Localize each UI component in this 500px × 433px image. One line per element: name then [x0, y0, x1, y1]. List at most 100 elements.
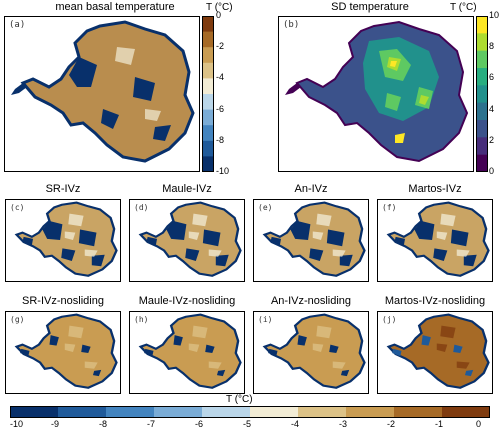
- colorbar-tick-label: 0: [489, 166, 495, 176]
- antarctica-basal-temperature: [14, 201, 118, 277]
- small-panel-label: (c): [10, 203, 25, 212]
- small-panel-map: (f): [377, 199, 493, 282]
- colorbar-swatch: [202, 94, 214, 111]
- cold-region-patches: [270, 221, 353, 267]
- small-panel-title: SR-IVz-nosliding: [22, 295, 104, 307]
- colorbar-tick-label: 10: [489, 10, 500, 20]
- antarctica-basal-temperature: [138, 313, 242, 389]
- colorbar-tick-label: 2: [489, 134, 495, 145]
- colorbar-tick-label: -10: [10, 419, 24, 429]
- colorbar-tick-label: -2: [387, 419, 396, 429]
- small-panel-label: (g): [10, 315, 25, 324]
- colorbar-swatch: [476, 16, 488, 34]
- small-panel-title: SR-IVz: [45, 183, 81, 195]
- ice-sheet-outline: [386, 201, 490, 277]
- colorbar-swatch: [154, 406, 203, 418]
- panel-b-label: (b): [283, 20, 300, 30]
- cold-region-patches: [146, 221, 229, 267]
- panel-a-map: (a): [4, 16, 200, 172]
- small-panel-label: (h): [134, 315, 149, 324]
- small-panel-map: (c): [5, 199, 121, 282]
- colorbar-swatch: [202, 156, 214, 172]
- colorbar-tick-label: -4: [291, 419, 300, 429]
- ice-sheet-outline: [138, 313, 242, 389]
- colorbar-border: [10, 406, 490, 418]
- panel-b-colorbar: [476, 16, 488, 172]
- colorbar-tick-label: -9: [51, 419, 60, 429]
- ice-sheet-outline: [262, 313, 366, 389]
- small-panel-label: (d): [134, 203, 149, 212]
- colorbar-tick-label: -7: [147, 419, 156, 429]
- ice-sheet-outline: [138, 201, 242, 277]
- warm-region-patches: [312, 325, 346, 369]
- small-panel-label: (e): [258, 203, 273, 212]
- colorbar-tick-label: -5: [243, 419, 252, 429]
- colorbar-swatch: [106, 406, 155, 418]
- colorbar-swatch: [476, 33, 488, 52]
- colorbar-tick-label: 6: [489, 72, 495, 83]
- colorbar-swatch: [58, 406, 107, 418]
- antarctica-basal-temperature: [138, 201, 242, 277]
- colorbar-swatch: [10, 406, 59, 418]
- cold-region-patches: [22, 221, 105, 267]
- colorbar-swatch: [202, 109, 214, 126]
- small-panel-title: Martos-IVz: [408, 183, 462, 195]
- colorbar-swatch: [476, 137, 488, 156]
- ice-sheet-outline: [14, 313, 118, 389]
- colorbar-tick-label: -8: [216, 134, 225, 145]
- colorbar-swatch: [476, 154, 488, 172]
- small-panel-label: (j): [382, 315, 397, 324]
- colorbar-swatch: [202, 31, 214, 48]
- panel-b-colorbar-title: T (°C): [450, 2, 477, 13]
- small-panel-title: An-IVz-nosliding: [270, 295, 352, 307]
- panel-a-colorbar-ticks: 0 -2 -4 -6 -8 -10: [216, 10, 246, 176]
- small-panel-map: (g): [5, 311, 121, 394]
- colorbar-swatch: [202, 62, 214, 79]
- colorbar-swatch: [202, 125, 214, 142]
- colorbar-swatch: [476, 68, 488, 86]
- antarctica-sd-temperature: [285, 20, 469, 163]
- small-panel-label: (i): [258, 315, 273, 324]
- colorbar-tick-label: -8: [99, 419, 108, 429]
- warm-region-patches: [436, 213, 470, 257]
- colorbar-swatch: [202, 78, 214, 95]
- cold-region-patches: [394, 221, 477, 267]
- bottom-colorbar-ticks: -10 -9 -8 -7 -6 -5 -4 -3 -2 -1 0: [10, 419, 490, 431]
- colorbar-tick-label: -3: [339, 419, 348, 429]
- colorbar-tick-label: -2: [216, 41, 225, 52]
- warm-region-patches: [312, 213, 346, 257]
- colorbar-swatch: [250, 406, 299, 418]
- colorbar-swatch: [476, 85, 488, 104]
- warm-region-patches: [188, 213, 222, 257]
- warm-region-patches: [188, 325, 222, 369]
- small-panel-map: (e): [253, 199, 369, 282]
- panel-a-colorbar: [202, 16, 214, 172]
- panel-a-colorbar-title: T (°C): [206, 2, 233, 13]
- antarctica-basal-temperature: [14, 313, 118, 389]
- ice-sheet-outline: [14, 201, 118, 277]
- colorbar-swatch: [476, 102, 488, 121]
- colorbar-tick-label: 4: [489, 103, 495, 114]
- bottom-colorbar-title: T (°C): [226, 394, 253, 405]
- panel-b-map: (b): [278, 16, 474, 172]
- small-panel-title: Maule-IVz-nosliding: [138, 295, 236, 307]
- bottom-colorbar: [10, 406, 490, 418]
- antarctica-basal-temperature: [262, 201, 366, 277]
- colorbar-swatch: [442, 406, 490, 418]
- antarctica-basal-temperature: [262, 313, 366, 389]
- panel-b-title: SD temperature: [331, 1, 409, 13]
- small-panel-map: (i): [253, 311, 369, 394]
- colorbar-swatch: [346, 406, 395, 418]
- small-panel-title: Martos-IVz-nosliding: [384, 295, 486, 307]
- colorbar-swatch: [476, 50, 488, 69]
- colorbar-swatch: [394, 406, 443, 418]
- colorbar-tick-label: -6: [216, 103, 225, 114]
- colorbar-swatch: [202, 47, 214, 64]
- small-panel-label: (f): [382, 203, 397, 212]
- colorbar-swatch: [298, 406, 347, 418]
- colorbar-tick-label: 8: [489, 41, 495, 52]
- warm-region-patches: [436, 325, 470, 369]
- small-panel-map: (h): [129, 311, 245, 394]
- small-panel-title: Maule-IVz: [162, 183, 212, 195]
- colorbar-tick-label: -10: [216, 166, 230, 176]
